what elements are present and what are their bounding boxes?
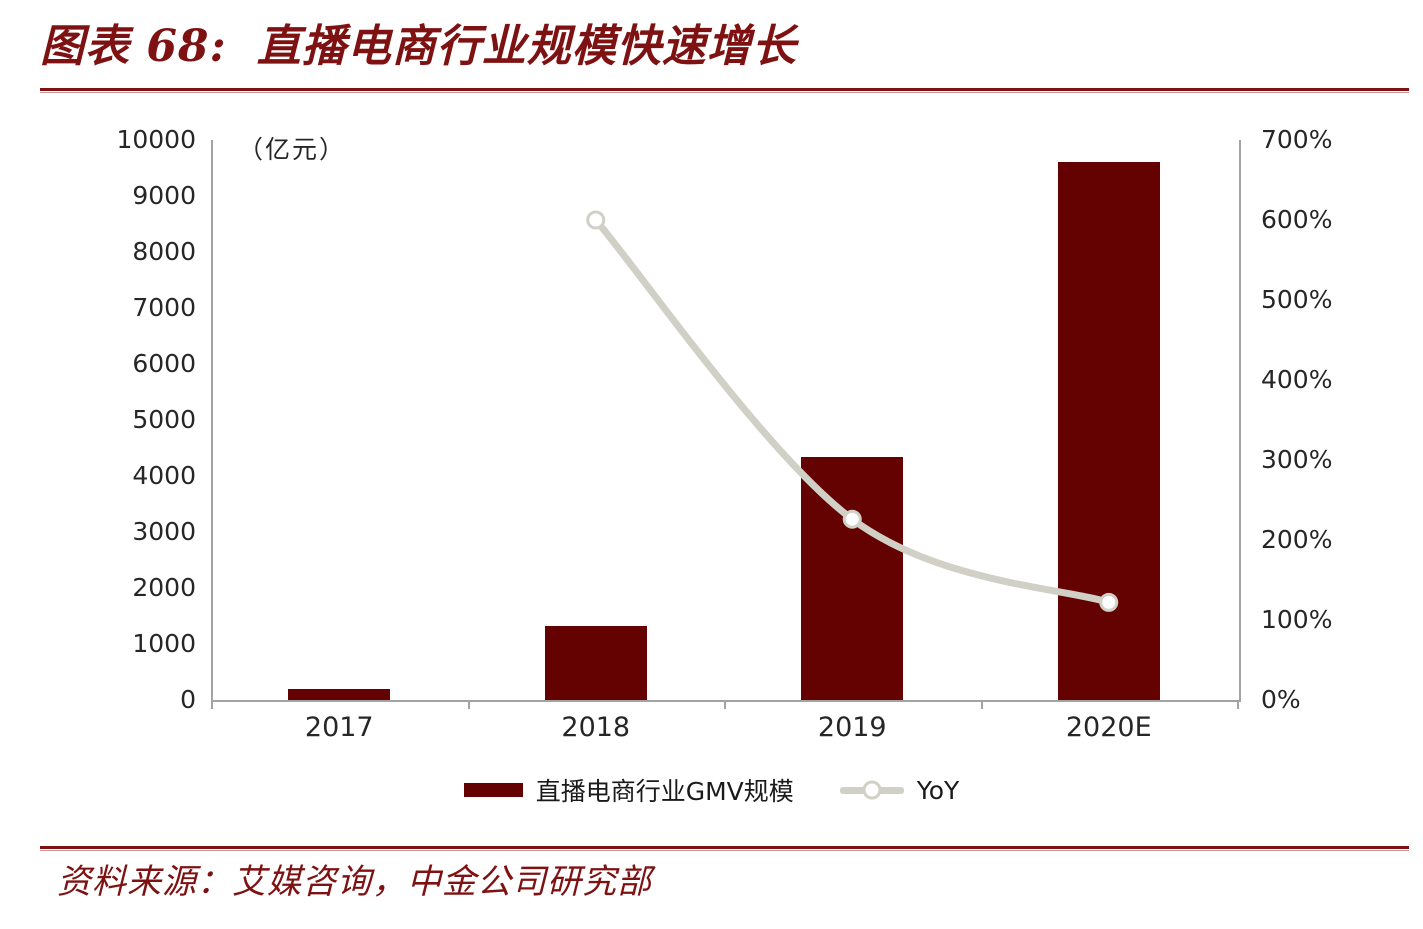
right-axis-tick-0pct: 0% [1261,685,1301,714]
left-axis-tick-9000: 9000 [132,181,196,210]
left-axis-tick-0: 0 [180,685,196,714]
gmv-bar-swatch-icon [463,783,523,797]
left-axis-tick-1000: 1000 [132,629,196,658]
yoy-marker-2018 [586,210,606,230]
yoy-marker-2020E [1099,592,1119,612]
legend-gmv-label: 直播电商行业GMV规模 [535,777,794,806]
x-axis-tick-mark [724,700,726,709]
left-axis-tick-7000: 7000 [132,293,196,322]
right-axis-tick-700pct: 700% [1261,125,1333,154]
legend-item-gmv: 直播电商行业GMV规模 [463,772,794,808]
left-axis-tick-2000: 2000 [132,573,196,602]
x-axis-label-2017: 2017 [304,712,374,743]
yoy-line-path [592,216,1113,606]
x-axis-tick-mark [980,700,983,709]
left-axis-tick-5000: 5000 [132,405,196,434]
x-axis-tick-mark [1237,700,1239,709]
right-axis-tick-200pct: 200% [1261,525,1333,554]
yoy-line-swatch-icon [839,780,904,800]
chart-legend: 直播电商行业GMV规模 YoY [0,772,1423,808]
legend-yoy-label: YoY [916,775,960,805]
left-axis-tick-10000: 10000 [116,125,196,154]
yoy-marker-2019 [842,509,862,529]
left-axis-unit-label: （亿元） [238,135,347,164]
left-axis-tick-3000: 3000 [132,517,196,546]
right-axis-tick-500pct: 500% [1261,285,1333,314]
x-axis-label-2018: 2018 [561,712,631,743]
right-axis-tick-100pct: 100% [1261,605,1333,634]
x-axis-label-2019: 2019 [817,712,887,743]
right-axis-tick-300pct: 300% [1261,445,1333,474]
chart-title: 图表 68: 直播电商行业规模快速增长 [40,18,797,76]
x-axis-tick-mark [211,700,213,709]
bar-2017 [288,689,391,700]
legend-item-yoy: YoY [839,775,960,805]
plot-area [211,140,1241,702]
chart-title-text: 直播电商行业规模快速增长 [256,21,797,72]
yoy-line-series [586,210,1119,612]
chart-title-prefix: 图表 68: [40,21,227,72]
left-axis-tick-6000: 6000 [132,349,196,378]
source-attribution: 资料来源：艾媒咨询，中金公司研究部 [57,862,652,902]
x-axis-tick-mark [467,700,470,709]
footer-divider-rule [40,846,1409,851]
title-divider-rule [40,88,1409,93]
bar-2019 [801,457,904,700]
yoy-marker-icon [862,780,882,800]
right-axis-tick-600pct: 600% [1261,205,1333,234]
x-axis-label-2020E: 2020E [1065,712,1152,743]
left-axis-tick-4000: 4000 [132,461,196,490]
bar-2018 [544,625,647,700]
left-axis-tick-8000: 8000 [132,237,196,266]
right-axis-tick-400pct: 400% [1261,365,1333,394]
